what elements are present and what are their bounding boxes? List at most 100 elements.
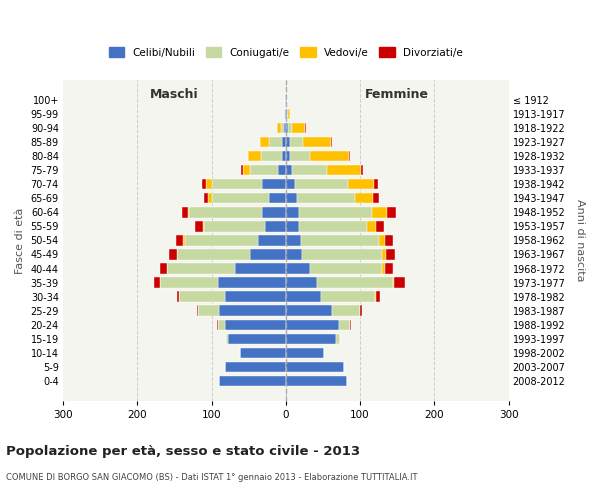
- Bar: [277, 122, 281, 133]
- Bar: [250, 249, 286, 260]
- Bar: [361, 165, 363, 175]
- Bar: [169, 249, 178, 260]
- Bar: [286, 136, 290, 147]
- Bar: [382, 264, 385, 274]
- Bar: [225, 362, 286, 372]
- Bar: [176, 292, 179, 302]
- Bar: [179, 292, 225, 302]
- Bar: [286, 193, 297, 203]
- Bar: [219, 376, 286, 386]
- Bar: [375, 292, 376, 302]
- Bar: [339, 320, 350, 330]
- Bar: [281, 122, 284, 133]
- Bar: [202, 179, 206, 190]
- Bar: [379, 235, 385, 246]
- Bar: [286, 348, 325, 358]
- Bar: [286, 264, 310, 274]
- Bar: [250, 165, 278, 175]
- Bar: [287, 108, 288, 119]
- Bar: [203, 221, 204, 232]
- Bar: [185, 235, 257, 246]
- Bar: [303, 136, 331, 147]
- Bar: [154, 278, 160, 288]
- Bar: [241, 165, 243, 175]
- Bar: [286, 376, 347, 386]
- Bar: [218, 278, 286, 288]
- Bar: [376, 292, 380, 302]
- Bar: [178, 249, 250, 260]
- Bar: [286, 249, 302, 260]
- Bar: [212, 193, 269, 203]
- Bar: [225, 320, 286, 330]
- Bar: [235, 264, 286, 274]
- Legend: Celibi/Nubili, Coniugati/e, Vedovi/e, Divorziati/e: Celibi/Nubili, Coniugati/e, Vedovi/e, Di…: [104, 44, 467, 62]
- Bar: [387, 207, 395, 218]
- Bar: [218, 320, 225, 330]
- Bar: [336, 334, 340, 344]
- Bar: [310, 150, 349, 162]
- Text: Popolazione per età, sesso e stato civile - 2013: Popolazione per età, sesso e stato civil…: [6, 445, 360, 458]
- Bar: [204, 221, 265, 232]
- Bar: [195, 221, 203, 232]
- Bar: [286, 362, 344, 372]
- Bar: [292, 122, 305, 133]
- Bar: [328, 165, 361, 175]
- Bar: [286, 221, 299, 232]
- Bar: [269, 193, 286, 203]
- Bar: [208, 193, 212, 203]
- Bar: [299, 221, 367, 232]
- Bar: [228, 334, 286, 344]
- Bar: [285, 94, 286, 105]
- Bar: [360, 306, 362, 316]
- Bar: [385, 235, 394, 246]
- Bar: [382, 249, 386, 260]
- Y-axis label: Fasce di età: Fasce di età: [15, 207, 25, 274]
- Bar: [262, 207, 286, 218]
- Bar: [282, 136, 286, 147]
- Bar: [288, 122, 292, 133]
- Bar: [269, 136, 282, 147]
- Bar: [240, 348, 286, 358]
- Bar: [305, 122, 306, 133]
- Bar: [331, 136, 332, 147]
- Bar: [212, 179, 262, 190]
- Bar: [286, 292, 322, 302]
- Bar: [301, 235, 379, 246]
- Bar: [288, 108, 290, 119]
- Bar: [286, 207, 299, 218]
- Bar: [376, 221, 384, 232]
- Bar: [292, 165, 328, 175]
- Bar: [297, 193, 355, 203]
- Bar: [176, 235, 184, 246]
- Bar: [286, 278, 317, 288]
- Bar: [198, 306, 219, 316]
- Bar: [317, 278, 393, 288]
- Text: COMUNE DI BORGO SAN GIACOMO (BS) - Dati ISTAT 1° gennaio 2013 - Elaborazione TUT: COMUNE DI BORGO SAN GIACOMO (BS) - Dati …: [6, 473, 418, 482]
- Bar: [286, 235, 301, 246]
- Bar: [355, 193, 373, 203]
- Bar: [243, 165, 250, 175]
- Bar: [262, 150, 282, 162]
- Bar: [262, 179, 286, 190]
- Bar: [374, 179, 378, 190]
- Y-axis label: Anni di nascita: Anni di nascita: [575, 199, 585, 281]
- Bar: [286, 320, 339, 330]
- Bar: [286, 165, 292, 175]
- Bar: [197, 306, 198, 316]
- Bar: [367, 221, 376, 232]
- Bar: [385, 264, 394, 274]
- Bar: [394, 278, 406, 288]
- Bar: [260, 136, 269, 147]
- Bar: [248, 150, 262, 162]
- Bar: [225, 292, 286, 302]
- Bar: [348, 179, 374, 190]
- Bar: [188, 207, 189, 218]
- Bar: [290, 150, 310, 162]
- Bar: [219, 306, 286, 316]
- Bar: [284, 122, 286, 133]
- Bar: [265, 221, 286, 232]
- Text: Femmine: Femmine: [365, 88, 429, 102]
- Bar: [322, 292, 375, 302]
- Text: Maschi: Maschi: [150, 88, 199, 102]
- Bar: [286, 122, 288, 133]
